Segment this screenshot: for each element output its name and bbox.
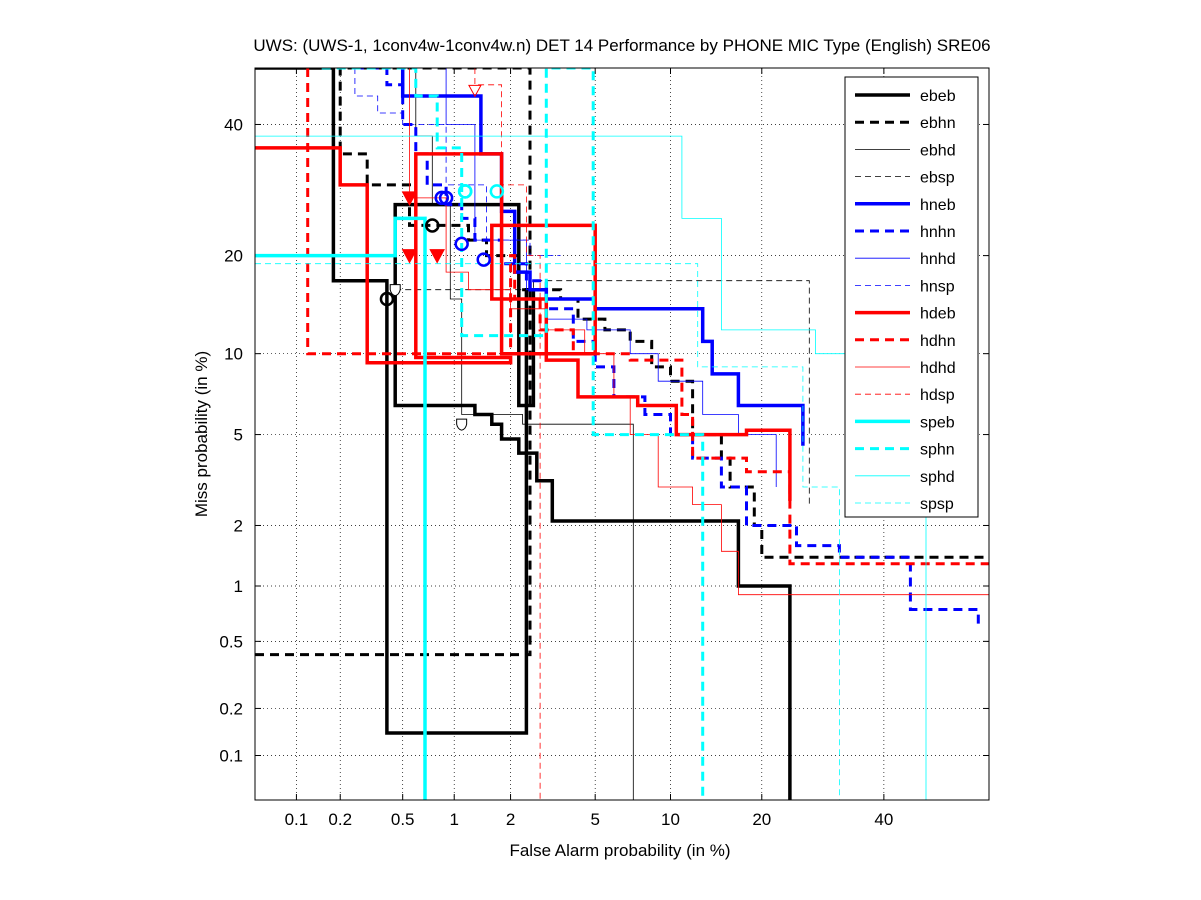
legend: ebeb ebhn ebhd ebsp hneb hnhn hnhd hnsp hdeb hdhn… bbox=[844, 76, 979, 518]
x-tick-label: 1 bbox=[449, 810, 458, 829]
series-marker-hdhn bbox=[429, 249, 445, 264]
series-marker-hnhd bbox=[454, 236, 469, 252]
series-line-hdhd bbox=[409, 68, 989, 596]
x-tick-label: 0.1 bbox=[285, 810, 309, 829]
x-tick-label: 40 bbox=[874, 810, 893, 829]
series-marker-sphn bbox=[489, 184, 505, 199]
legend-label-hnhd: hnhd bbox=[920, 251, 956, 268]
series-line-hnhn bbox=[354, 68, 980, 628]
series-marker-hdsp bbox=[468, 84, 482, 98]
series-line-speb bbox=[255, 216, 427, 800]
series-line-hdsp bbox=[474, 68, 541, 800]
y-tick-label: 0.2 bbox=[219, 699, 243, 718]
series-marker-hnhn bbox=[476, 252, 491, 267]
series-marker-ebhn bbox=[425, 218, 440, 233]
legend-label-hdsp: hdsp bbox=[920, 387, 955, 404]
series-line-hnhd bbox=[445, 68, 777, 487]
series-line-ebeb bbox=[255, 68, 792, 800]
y-tick-label: 20 bbox=[224, 247, 243, 266]
series-marker-spsp bbox=[457, 184, 473, 199]
x-tick-label: 5 bbox=[590, 810, 599, 829]
legend-label-ebeb: ebeb bbox=[920, 88, 956, 105]
y-axis-label: Miss probability (in %) bbox=[192, 351, 211, 517]
x-tick-label: 10 bbox=[661, 810, 680, 829]
legend-label-ebhd: ebhd bbox=[920, 142, 956, 159]
y-tick-label: 5 bbox=[234, 426, 243, 445]
y-tick-label: 2 bbox=[234, 516, 243, 535]
axis-ticks: 0.1 0.2 0.5 1 2 5 10 20 40 0.1 0.2 0.5 1 2 5 10 20 40 bbox=[219, 68, 989, 829]
y-tick-label: 40 bbox=[224, 115, 243, 134]
y-tick-label: 0.1 bbox=[219, 747, 243, 766]
legend-label-ebsp: ebsp bbox=[920, 170, 955, 187]
series-line-hnsp bbox=[354, 68, 561, 257]
legend-label-hneb: hneb bbox=[920, 197, 956, 214]
series-marker-hneb bbox=[438, 190, 454, 206]
series-marker-hdeb bbox=[401, 249, 418, 264]
series-marker-ebhd bbox=[456, 418, 468, 431]
legend-label-ebhn: ebhn bbox=[920, 115, 956, 132]
series-layer bbox=[255, 68, 989, 800]
y-tick-label: 1 bbox=[234, 577, 243, 596]
series-marker-hdhd bbox=[401, 191, 418, 206]
x-tick-label: 0.2 bbox=[328, 810, 352, 829]
legend-label-hdhn: hdhn bbox=[920, 333, 956, 350]
series-line-spsp bbox=[255, 263, 840, 800]
series-marker-ebsp bbox=[389, 284, 401, 297]
plot-frame bbox=[254, 67, 990, 801]
x-tick-label: 20 bbox=[752, 810, 771, 829]
legend-label-speb: speb bbox=[920, 414, 955, 431]
y-tick-label: 0.5 bbox=[219, 632, 243, 651]
legend-label-sphd: sphd bbox=[920, 469, 955, 486]
legend-label-sphn: sphn bbox=[920, 442, 955, 459]
series-line-hdeb bbox=[255, 146, 792, 501]
legend-label-hdhd: hdhd bbox=[920, 360, 956, 377]
series-line-sphn bbox=[321, 68, 705, 800]
legend-label-hnsp: hnsp bbox=[920, 278, 955, 295]
legend-label-spsp: spsp bbox=[920, 496, 954, 513]
marker-layer bbox=[379, 84, 505, 431]
series-marker-hnsp bbox=[434, 190, 449, 206]
series-line-hdhn bbox=[306, 68, 989, 566]
x-axis-label: False Alarm probability (in %) bbox=[509, 841, 730, 860]
x-tick-label: 2 bbox=[506, 810, 515, 829]
legend-label-hdeb: hdeb bbox=[920, 306, 956, 323]
chart-title: UWS: (UWS-1, 1conv4w-1conv4w.n) DET 14 P… bbox=[253, 36, 990, 55]
legend-box bbox=[844, 76, 979, 518]
legend-label-hnhn: hnhn bbox=[920, 224, 956, 241]
series-marker-ebeb bbox=[379, 291, 395, 307]
x-tick-label: 0.5 bbox=[391, 810, 415, 829]
y-tick-label: 10 bbox=[224, 345, 243, 364]
